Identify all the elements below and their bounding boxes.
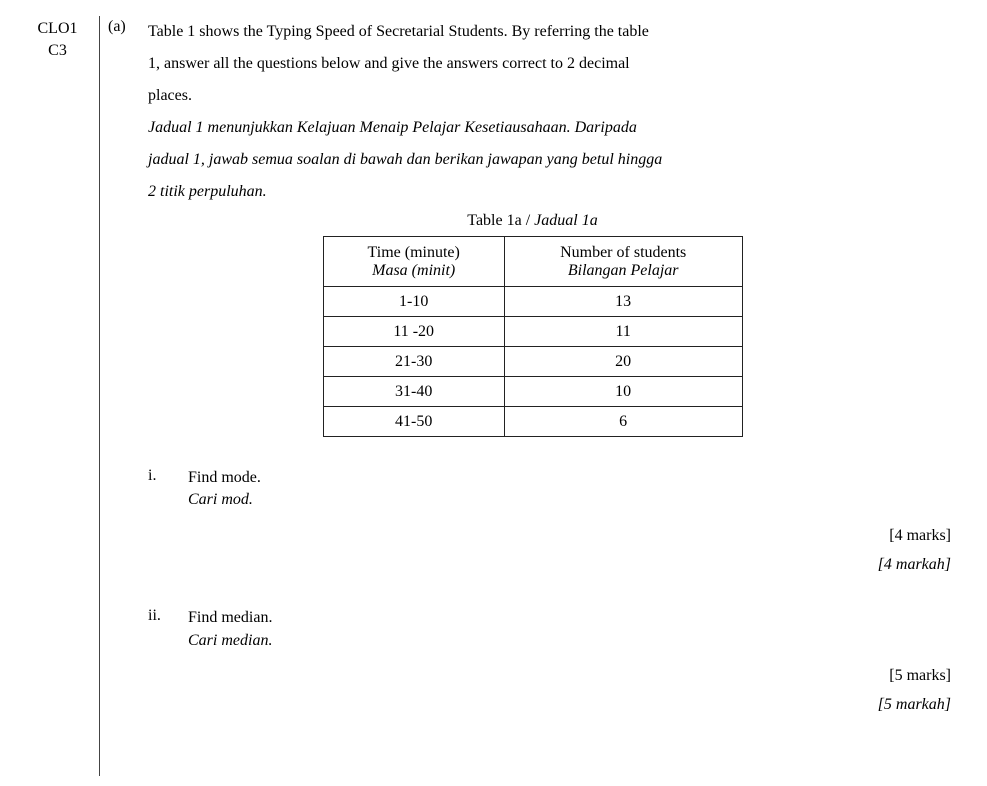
roman-ii: ii.	[148, 607, 188, 652]
cell-time: 41-50	[323, 407, 504, 437]
table-body: 1-10 13 11 -20 11 21-30 20 31-40 10	[323, 287, 742, 437]
col2-en: Number of students	[560, 244, 686, 261]
caption-ms: Jadual 1a	[534, 212, 598, 229]
sub-ii-text: Find median. Cari median.	[188, 607, 957, 652]
table-row: 41-50 6	[323, 407, 742, 437]
table-row: 11 -20 11	[323, 317, 742, 347]
marks-ii-ms: [5 markah]	[878, 696, 951, 713]
table-row: 21-30 20	[323, 347, 742, 377]
cell-time: 1-10	[323, 287, 504, 317]
caption-sep: /	[526, 212, 534, 229]
part-text: Table 1 shows the Typing Speed of Secret…	[148, 16, 957, 208]
col-header-time: Time (minute) Masa (minit)	[323, 237, 504, 287]
caption-en: Table 1a	[467, 212, 525, 229]
clo-code-2: C3	[20, 40, 95, 62]
table-row: 1-10 13	[323, 287, 742, 317]
sub-i-en: Find mode.	[188, 469, 261, 486]
q-en-line2: 1, answer all the questions below and gi…	[148, 55, 630, 72]
table-header-row: Time (minute) Masa (minit) Number of stu…	[323, 237, 742, 287]
col1-ms: Masa (minit)	[332, 262, 496, 280]
marks-i: [4 marks] [4 markah]	[108, 522, 957, 580]
cell-time: 21-30	[323, 347, 504, 377]
exam-page: CLO1 C3 (a) Table 1 shows the Typing Spe…	[0, 0, 987, 786]
question-body: (a) Table 1 shows the Typing Speed of Se…	[108, 16, 967, 720]
q-ms-line2: jadual 1, jawab semua soalan di bawah da…	[148, 151, 662, 168]
q-ms-line3: 2 titik perpuluhan.	[148, 183, 267, 200]
data-table: Time (minute) Masa (minit) Number of stu…	[323, 236, 743, 437]
q-en-line1: Table 1 shows the Typing Speed of Secret…	[148, 23, 649, 40]
sub-question-ii: ii. Find median. Cari median.	[108, 607, 957, 652]
marks-ii-en: [5 marks]	[889, 667, 951, 684]
sub-question-i: i. Find mode. Cari mod.	[108, 467, 957, 512]
marks-i-ms: [4 markah]	[878, 556, 951, 573]
content-row: CLO1 C3 (a) Table 1 shows the Typing Spe…	[20, 16, 967, 776]
cell-count: 11	[504, 317, 742, 347]
col1-en: Time (minute)	[368, 244, 460, 261]
vertical-divider	[99, 16, 100, 776]
col2-ms: Bilangan Pelajar	[513, 262, 734, 280]
marks-ii: [5 marks] [5 markah]	[108, 662, 957, 720]
sub-ii-en: Find median.	[188, 609, 272, 626]
part-a-row: (a) Table 1 shows the Typing Speed of Se…	[108, 16, 957, 208]
sub-i-text: Find mode. Cari mod.	[188, 467, 957, 512]
q-ms-line1: Jadual 1 menunjukkan Kelajuan Menaip Pel…	[148, 119, 637, 136]
clo-code-1: CLO1	[20, 18, 95, 40]
marks-i-en: [4 marks]	[889, 527, 951, 544]
cell-time: 31-40	[323, 377, 504, 407]
cell-count: 6	[504, 407, 742, 437]
q-en-line3: places.	[148, 87, 192, 104]
part-label: (a)	[108, 16, 148, 36]
table-head: Time (minute) Masa (minit) Number of stu…	[323, 237, 742, 287]
cell-time: 11 -20	[323, 317, 504, 347]
clo-column: CLO1 C3	[20, 16, 95, 63]
table-row: 31-40 10	[323, 377, 742, 407]
cell-count: 13	[504, 287, 742, 317]
cell-count: 10	[504, 377, 742, 407]
cell-count: 20	[504, 347, 742, 377]
roman-i: i.	[148, 467, 188, 512]
sub-ii-ms: Cari median.	[188, 632, 272, 649]
sub-i-ms: Cari mod.	[188, 491, 253, 508]
col-header-students: Number of students Bilangan Pelajar	[504, 237, 742, 287]
table-caption: Table 1a / Jadual 1a	[108, 212, 957, 230]
